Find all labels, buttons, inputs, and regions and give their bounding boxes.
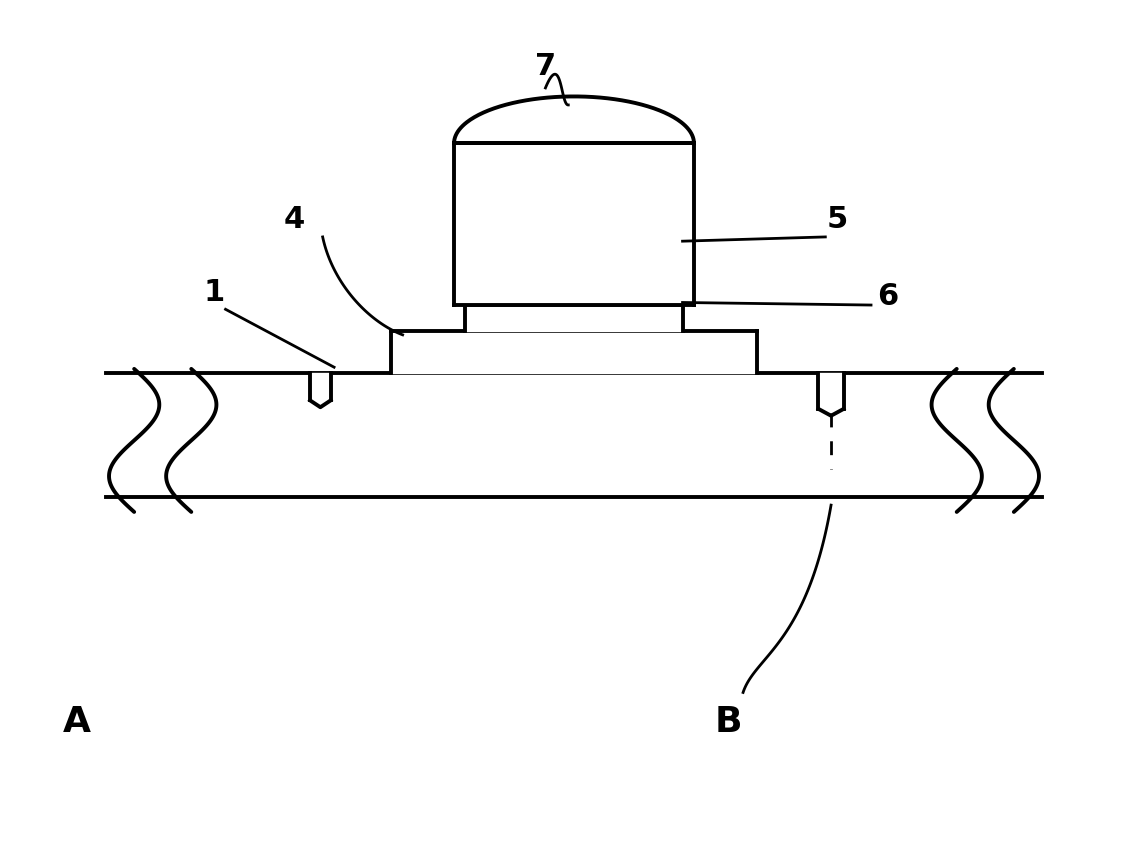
Text: 5: 5 <box>827 206 847 235</box>
Polygon shape <box>106 373 1042 496</box>
Polygon shape <box>819 373 844 409</box>
Text: 1: 1 <box>203 278 225 307</box>
Text: 7: 7 <box>535 52 556 81</box>
Polygon shape <box>455 143 693 305</box>
Polygon shape <box>391 331 757 373</box>
Text: 6: 6 <box>877 282 899 311</box>
Polygon shape <box>465 305 683 331</box>
Text: 4: 4 <box>284 206 304 235</box>
Text: A: A <box>63 705 91 740</box>
Text: B: B <box>714 705 742 740</box>
Polygon shape <box>310 373 331 400</box>
